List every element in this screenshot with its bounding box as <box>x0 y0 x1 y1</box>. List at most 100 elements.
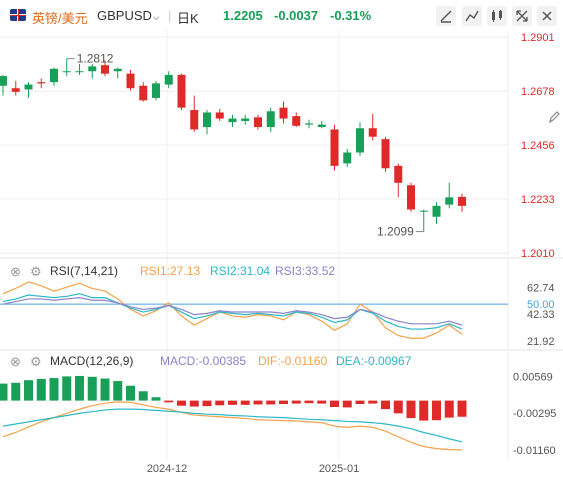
chevron-down-icon[interactable]: ⌄ <box>150 7 163 24</box>
macd-bar <box>240 400 250 405</box>
macd-bar <box>304 400 314 404</box>
candle-body <box>317 124 326 128</box>
macd-bar <box>444 400 454 418</box>
price-change-pct: -0.31% <box>330 8 372 23</box>
candle-body <box>88 66 97 72</box>
candle-body <box>24 84 33 90</box>
candle-body <box>62 71 71 73</box>
header-divider: | <box>168 8 172 23</box>
rsi1-value: RSI1:27.13 <box>140 264 201 278</box>
candle-body <box>356 128 364 153</box>
macd-y-tick-label: -0.00295 <box>513 408 556 420</box>
rsi3-value: RSI3:33.52 <box>275 264 336 278</box>
candle-body <box>215 112 224 119</box>
rsi-y-tick-label: 21.92 <box>527 336 555 348</box>
candle-body <box>343 152 352 164</box>
candle-body <box>139 85 148 101</box>
macd-bar <box>202 400 212 407</box>
candle-body <box>394 165 403 183</box>
macd-bar <box>36 378 46 401</box>
macd-bar <box>113 381 123 401</box>
macd-bar <box>49 378 59 401</box>
close-icon <box>542 11 552 21</box>
macd-bar <box>317 400 327 404</box>
close-button[interactable] <box>537 6 557 26</box>
x-tick-label: 2024-12 <box>147 463 187 475</box>
y-tick-label: 1.2901 <box>521 32 555 44</box>
macd-bar <box>11 382 21 401</box>
grid-lines <box>0 30 563 460</box>
candle-body <box>381 139 390 169</box>
collapse-icon[interactable]: ⊗ <box>10 264 21 279</box>
collapse-icon[interactable]: ⊗ <box>10 354 21 369</box>
candle-body <box>458 196 466 206</box>
dif-value: DIF:-0.01160 <box>258 354 328 368</box>
candle-body <box>407 185 415 210</box>
macd-bar <box>381 400 390 410</box>
candle-body <box>0 76 7 86</box>
indicator-button[interactable] <box>462 6 482 26</box>
macd-bar <box>151 397 161 401</box>
candle-body <box>152 83 160 98</box>
expand-icon <box>516 10 528 22</box>
settings-button[interactable] <box>487 6 507 26</box>
rsi-y-tick-label: 50.00 <box>527 299 555 311</box>
macd-bar <box>368 400 378 404</box>
candle-body <box>75 71 84 73</box>
macd-bar <box>100 378 110 401</box>
macd-bar <box>330 400 339 407</box>
axis-labels: 1.2901 1.2678 1.2456 1.2233 1.2010 62.74 50.00… <box>147 32 557 475</box>
macd-bar <box>177 400 186 406</box>
macd-bar <box>62 376 72 401</box>
candle-body <box>432 205 441 217</box>
candle-body <box>126 73 135 89</box>
y-tick-label: 1.2456 <box>521 140 555 152</box>
macd-name: MACD(12,26,9) <box>50 354 134 368</box>
candle-body <box>11 88 20 92</box>
rsi-y-tick-label: 42.33 <box>527 309 555 321</box>
y-tick-label: 1.2010 <box>521 248 555 260</box>
candle-body <box>292 116 301 126</box>
macd-bar <box>24 380 33 401</box>
macd-bar <box>164 400 174 403</box>
candle-body <box>164 74 173 85</box>
candle-body <box>330 129 339 166</box>
macd-bar <box>75 375 84 401</box>
macd-series-dif <box>2 401 463 451</box>
macd-bar <box>457 400 467 417</box>
macd-value: MACD:-0.00385 <box>160 354 247 368</box>
x-tick-label: 2025-01 <box>319 463 359 475</box>
candlestick-chart: 1.2812 1.2099 <box>0 52 466 239</box>
symbol-name-cn[interactable]: 英镑/美元 <box>32 11 88 26</box>
macd-bar <box>291 400 301 404</box>
macd-bar <box>406 400 416 419</box>
macd-header: ⊗ ⚙ MACD(12,26,9) MACD:-0.00385 DIF:-0.0… <box>0 352 563 370</box>
draw-line-icon <box>440 10 452 23</box>
candle-body <box>266 111 275 128</box>
max-price-label: 1.2812 <box>77 52 114 66</box>
pencil-icon[interactable] <box>549 111 560 124</box>
y-tick-label: 1.2233 <box>521 194 555 206</box>
candle-body <box>203 112 211 128</box>
macd-bar <box>0 383 8 401</box>
dea-value: DEA:-0.00967 <box>336 354 412 368</box>
gear-icon[interactable]: ⚙ <box>30 264 42 279</box>
draw-line-button[interactable] <box>436 6 456 26</box>
macd-bar <box>342 400 352 408</box>
macd-bar <box>419 400 429 421</box>
candle-body <box>368 128 377 137</box>
rsi-header: ⊗ ⚙ RSI(7,14,21) RSI1:27.13 RSI2:31.04 R… <box>0 262 563 280</box>
current-price: 1.2205 <box>223 8 263 23</box>
macd-bar <box>279 400 288 405</box>
candle-body <box>113 68 122 72</box>
gear-icon[interactable]: ⚙ <box>30 354 42 369</box>
expand-button[interactable] <box>512 6 532 26</box>
macd-bar <box>393 400 403 414</box>
symbol-code[interactable]: GBPUSD <box>97 8 152 23</box>
candle-body <box>254 117 262 128</box>
price-change: -0.0037 <box>274 8 319 23</box>
interval-selector[interactable]: 日K <box>177 11 199 26</box>
settings-icon <box>492 10 502 22</box>
rsi-series-rsi3 <box>2 297 463 326</box>
